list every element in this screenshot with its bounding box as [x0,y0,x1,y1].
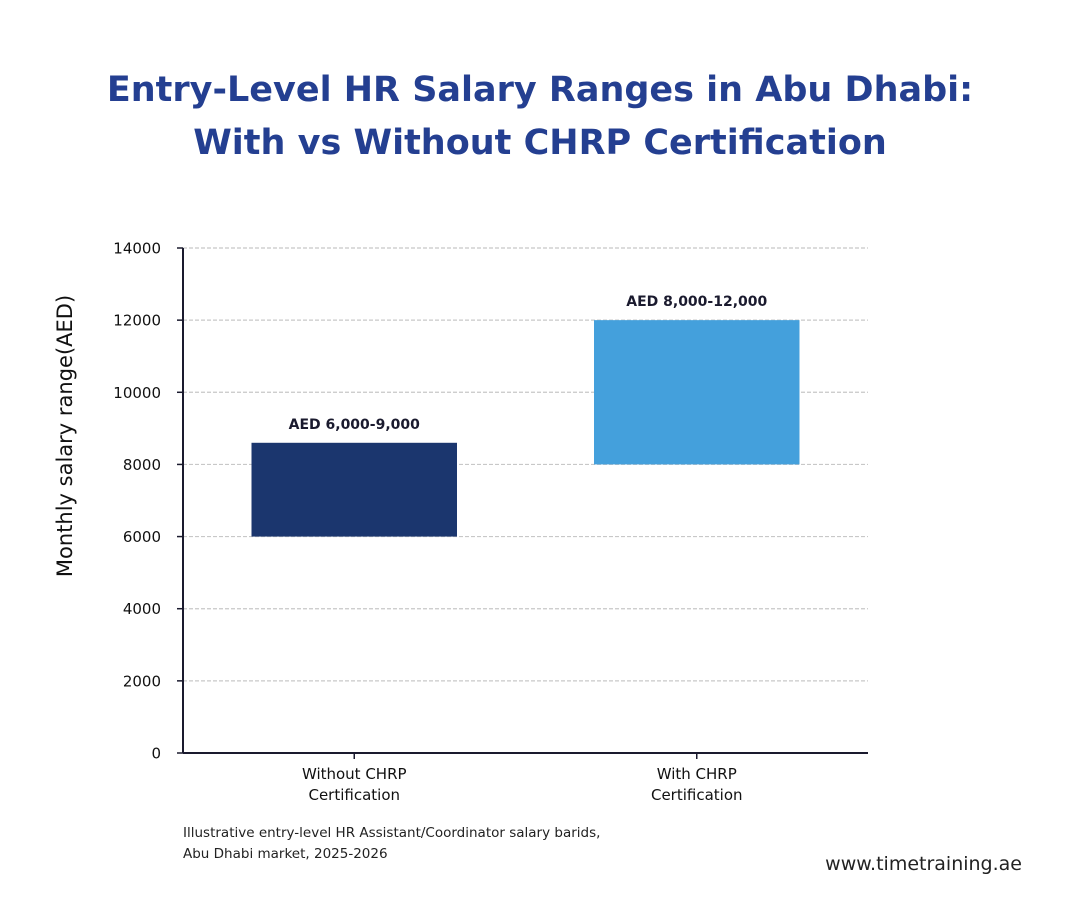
x-tick-label: Certification [308,786,400,804]
data-label: AED 6,000-9,000 [289,417,421,433]
y-axis-label: Monthly salary range(AED) [53,295,77,577]
y-tick-label: 2000 [123,672,161,690]
chart-title: Entry-Level HR Salary Ranges in Abu Dhab… [0,64,1080,170]
y-tick-labels: 0 2000 4000 6000 8000 10000 12000 14000 [113,240,183,763]
y-tick-label: 14000 [113,240,161,258]
x-tick-labels: Without CHRP Certification With CHRP Certif… [302,753,743,804]
bars [251,320,800,537]
website-url: www.timetraining.ae [825,853,1022,875]
chart-title-line-2: With vs Without CHRP Certification [193,123,887,163]
data-labels: AED 6,000-9,000 AED 8,000-12,000 [289,294,768,433]
footnote: Illustrative entry-level HR Assistant/Co… [183,823,703,865]
y-tick-label: 12000 [113,312,161,330]
chart-title-line-1: Entry-Level HR Salary Ranges in Abu Dhab… [106,70,974,110]
x-tick-label: Without CHRP [302,765,407,783]
range-bar [594,320,800,465]
data-label: AED 8,000-12,000 [626,294,767,310]
axes [182,248,868,754]
footnote-line-2: Abu Dhabi market, 2025-2026 [183,846,388,862]
x-tick-label: With CHRP [657,765,737,783]
y-tick-label: 4000 [123,600,161,618]
y-tick-label: 10000 [113,384,161,402]
y-tick-label: 0 [151,745,161,763]
footnote-line-1: Illustrative entry-level HR Assistant/Co… [183,825,601,841]
range-bar [251,442,457,537]
y-tick-label: 8000 [123,456,161,474]
x-tick-label: Certification [651,786,743,804]
y-tick-label: 6000 [123,528,161,546]
